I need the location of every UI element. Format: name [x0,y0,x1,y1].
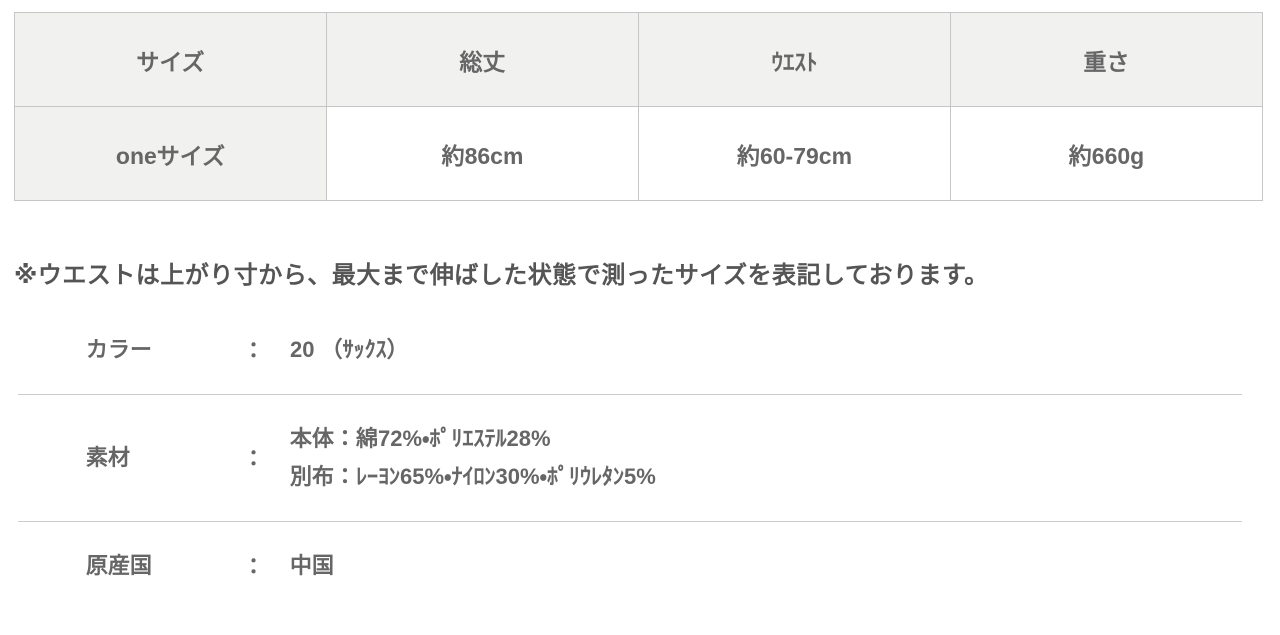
waist-measurement-note: ※ウエストは上がり寸から、最大まで伸ばした状態で測ったサイズを表記しております。 [14,262,989,289]
size-table-row: oneサイズ 約86cm 約60-79cm 約660g [14,106,1263,201]
detail-value-line: 20 （ｻｯｸｽ） [290,337,409,362]
cell-size: oneサイズ [14,106,327,201]
detail-value-origin: 中国 [290,547,334,585]
detail-colon: ： [248,337,271,362]
detail-row-material: 素材 ： 本体：綿72%・ﾎﾟﾘｴｽﾃﾙ28% 別布：ﾚｰﾖﾝ65%・ﾅｲﾛﾝ3… [18,395,1242,522]
detail-row-origin: 原産国 ： 中国 [18,522,1242,610]
cell-weight: 約660g [950,106,1263,201]
detail-value-line: 中国 [290,553,335,578]
header-size: サイズ [14,12,327,107]
product-details-list: カラー ： 20 （ｻｯｸｽ） 素材 ： 本体：綿72%・ﾎﾟﾘｴｽﾃﾙ28% … [18,306,1242,610]
size-table: サイズ 総丈 ｳｴｽﾄ 重さ oneサイズ 約86cm 約60-79cm 約66… [14,12,1263,201]
cell-waist: 約60-79cm [638,106,951,201]
detail-row-color: カラー ： 20 （ｻｯｸｽ） [18,306,1242,395]
header-waist: ｳｴｽﾄ [638,12,951,107]
detail-label-origin: 原産国 [86,553,153,578]
cell-total-length: 約86cm [326,106,639,201]
detail-label-material: 素材 [86,445,131,470]
header-weight: 重さ [950,12,1263,107]
detail-value-material: 本体：綿72%・ﾎﾟﾘｴｽﾃﾙ28% 別布：ﾚｰﾖﾝ65%・ﾅｲﾛﾝ30%・ﾎﾟ… [290,420,656,496]
header-total-length: 総丈 [326,12,639,107]
detail-value-line: 別布：ﾚｰﾖﾝ65%・ﾅｲﾛﾝ30%・ﾎﾟﾘｳﾚﾀﾝ5% [290,464,656,489]
detail-value-color: 20 （ｻｯｸｽ） [290,331,409,369]
size-table-header-row: サイズ 総丈 ｳｴｽﾄ 重さ [14,12,1263,107]
detail-colon: ： [248,553,271,578]
detail-value-line: 本体：綿72%・ﾎﾟﾘｴｽﾃﾙ28% [290,426,551,451]
detail-colon: ： [248,445,271,470]
detail-label-color: カラー [86,337,153,362]
